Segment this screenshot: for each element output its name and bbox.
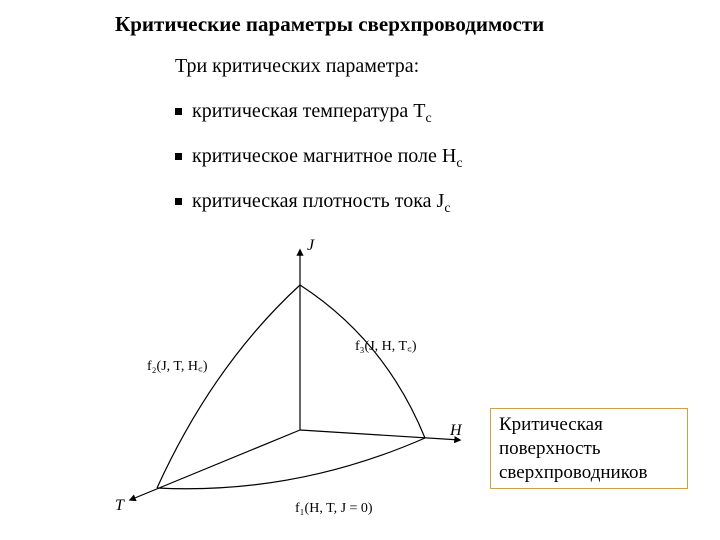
- page-title: Критические параметры сверхпроводимости: [115, 12, 544, 37]
- bullet-item: критическая температура Tc: [175, 100, 432, 127]
- bullet-text: критическая плотность тока Jc: [192, 190, 451, 217]
- bullet-subscript: c: [425, 111, 431, 126]
- subtitle: Три критических параметра:: [175, 55, 419, 78]
- bullet-label: критическая температура T: [192, 100, 425, 122]
- diagram-caption: Критическая поверхность сверхпроводников: [490, 408, 688, 489]
- critical-surface-diagram: J H Tf₁(H, T, J = 0) f₂(J, T, H꜀) f₃(J, H, T…: [95, 230, 475, 520]
- bullet-text: критическая температура Tc: [192, 100, 432, 127]
- svg-text:f₃(J, H, T꜀): f₃(J, H, T꜀): [355, 339, 417, 354]
- bullet-subscript: c: [444, 201, 450, 216]
- diagram-svg: J H Tf₁(H, T, J = 0) f₂(J, T, H꜀) f₃(J, H, T…: [95, 230, 475, 520]
- svg-text:H: H: [449, 422, 463, 439]
- svg-text:J: J: [307, 237, 315, 254]
- bullet-text: критическое магнитное поле Hc: [192, 145, 463, 172]
- bullet-square-icon: [175, 153, 182, 160]
- bullet-square-icon: [175, 108, 182, 115]
- svg-text:f₁(H, T, J = 0): f₁(H, T, J = 0): [295, 501, 373, 516]
- bullet-item: критическое магнитное поле Hc: [175, 145, 463, 172]
- bullet-label: критическая плотность тока J: [192, 190, 444, 212]
- bullet-subscript: c: [456, 156, 462, 171]
- bullet-item: критическая плотность тока Jc: [175, 190, 451, 217]
- svg-text:T: T: [115, 497, 125, 514]
- bullet-square-icon: [175, 198, 182, 205]
- svg-text:f₂(J, T, H꜀): f₂(J, T, H꜀): [147, 359, 208, 374]
- bullet-label: критическое магнитное поле H: [192, 145, 456, 167]
